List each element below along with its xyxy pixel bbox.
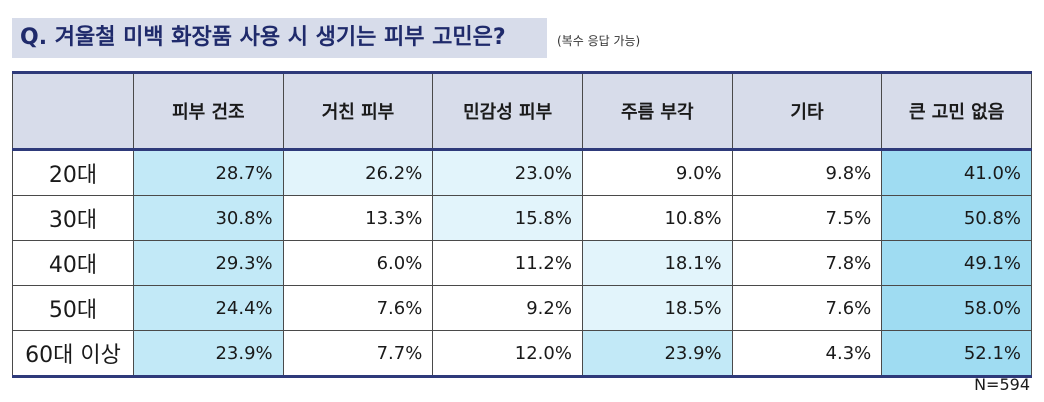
value-cell: 29.3%: [133, 240, 284, 286]
column-header: 주름 부각: [581, 72, 733, 150]
value-cell: 7.8%: [731, 240, 883, 286]
table-row: 20대 28.7% 26.2% 23.0% 9.0% 9.8% 41.0%: [12, 149, 1032, 196]
sample-size-note: N=594: [974, 375, 1030, 394]
value-cell: 7.6%: [282, 285, 434, 331]
value-cell: 49.1%: [881, 240, 1032, 286]
table-row: 50대 24.4% 7.6% 9.2% 18.5% 7.6% 58.0%: [12, 285, 1032, 331]
value-cell: 52.1%: [881, 330, 1032, 377]
value-cell: 28.7%: [133, 149, 284, 196]
value-cell: 9.2%: [432, 285, 583, 331]
row-label: 30대: [12, 195, 134, 241]
value-cell: 7.6%: [731, 285, 883, 331]
value-cell: 11.2%: [432, 240, 583, 286]
header-row: 피부 건조 거친 피부 민감성 피부 주름 부각 기타 큰 고민 없음: [12, 72, 1032, 150]
value-cell: 30.8%: [133, 195, 284, 241]
row-label: 60대 이상: [12, 330, 134, 377]
value-cell: 15.8%: [432, 195, 583, 241]
value-cell: 10.8%: [581, 195, 733, 241]
row-label: 40대: [12, 240, 134, 286]
value-cell: 50.8%: [881, 195, 1032, 241]
value-cell: 12.0%: [432, 330, 583, 377]
column-header: 피부 건조: [133, 72, 284, 150]
value-cell: 58.0%: [881, 285, 1032, 331]
column-header: 큰 고민 없음: [881, 72, 1032, 150]
value-cell: 23.9%: [133, 330, 284, 377]
value-cell: 18.1%: [581, 240, 733, 286]
column-header: 민감성 피부: [432, 72, 583, 150]
results-table: 피부 건조 거친 피부 민감성 피부 주름 부각 기타 큰 고민 없음 20대 2…: [12, 71, 1032, 378]
column-header: 기타: [731, 72, 883, 150]
value-cell: 23.0%: [432, 149, 583, 196]
table-row: 30대 30.8% 13.3% 15.8% 10.8% 7.5% 50.8%: [12, 195, 1032, 241]
row-label: 50대: [12, 285, 134, 331]
value-cell: 23.9%: [581, 330, 733, 377]
row-label: 20대: [12, 149, 134, 196]
value-cell: 9.0%: [581, 149, 733, 196]
question-title: Q. 겨울철 미백 화장품 사용 시 생기는 피부 고민은?: [12, 18, 547, 58]
header-corner-cell: [12, 72, 134, 150]
value-cell: 41.0%: [881, 149, 1032, 196]
table-row: 60대 이상 23.9% 7.7% 12.0% 23.9% 4.3% 52.1%: [12, 330, 1032, 377]
value-cell: 9.8%: [731, 149, 883, 196]
table-header: 피부 건조 거친 피부 민감성 피부 주름 부각 기타 큰 고민 없음: [12, 72, 1032, 150]
value-cell: 7.5%: [731, 195, 883, 241]
value-cell: 26.2%: [282, 149, 434, 196]
value-cell: 18.5%: [581, 285, 733, 331]
value-cell: 4.3%: [731, 330, 883, 377]
question-note: (복수 응답 가능): [557, 34, 641, 48]
table-body: 20대 28.7% 26.2% 23.0% 9.0% 9.8% 41.0% 30대 30.8% 1…: [12, 149, 1032, 377]
value-cell: 24.4%: [133, 285, 284, 331]
value-cell: 7.7%: [282, 330, 434, 377]
table-row: 40대 29.3% 6.0% 11.2% 18.1% 7.8% 49.1%: [12, 240, 1032, 286]
value-cell: 6.0%: [282, 240, 434, 286]
value-cell: 13.3%: [282, 195, 434, 241]
column-header: 거친 피부: [282, 72, 434, 150]
